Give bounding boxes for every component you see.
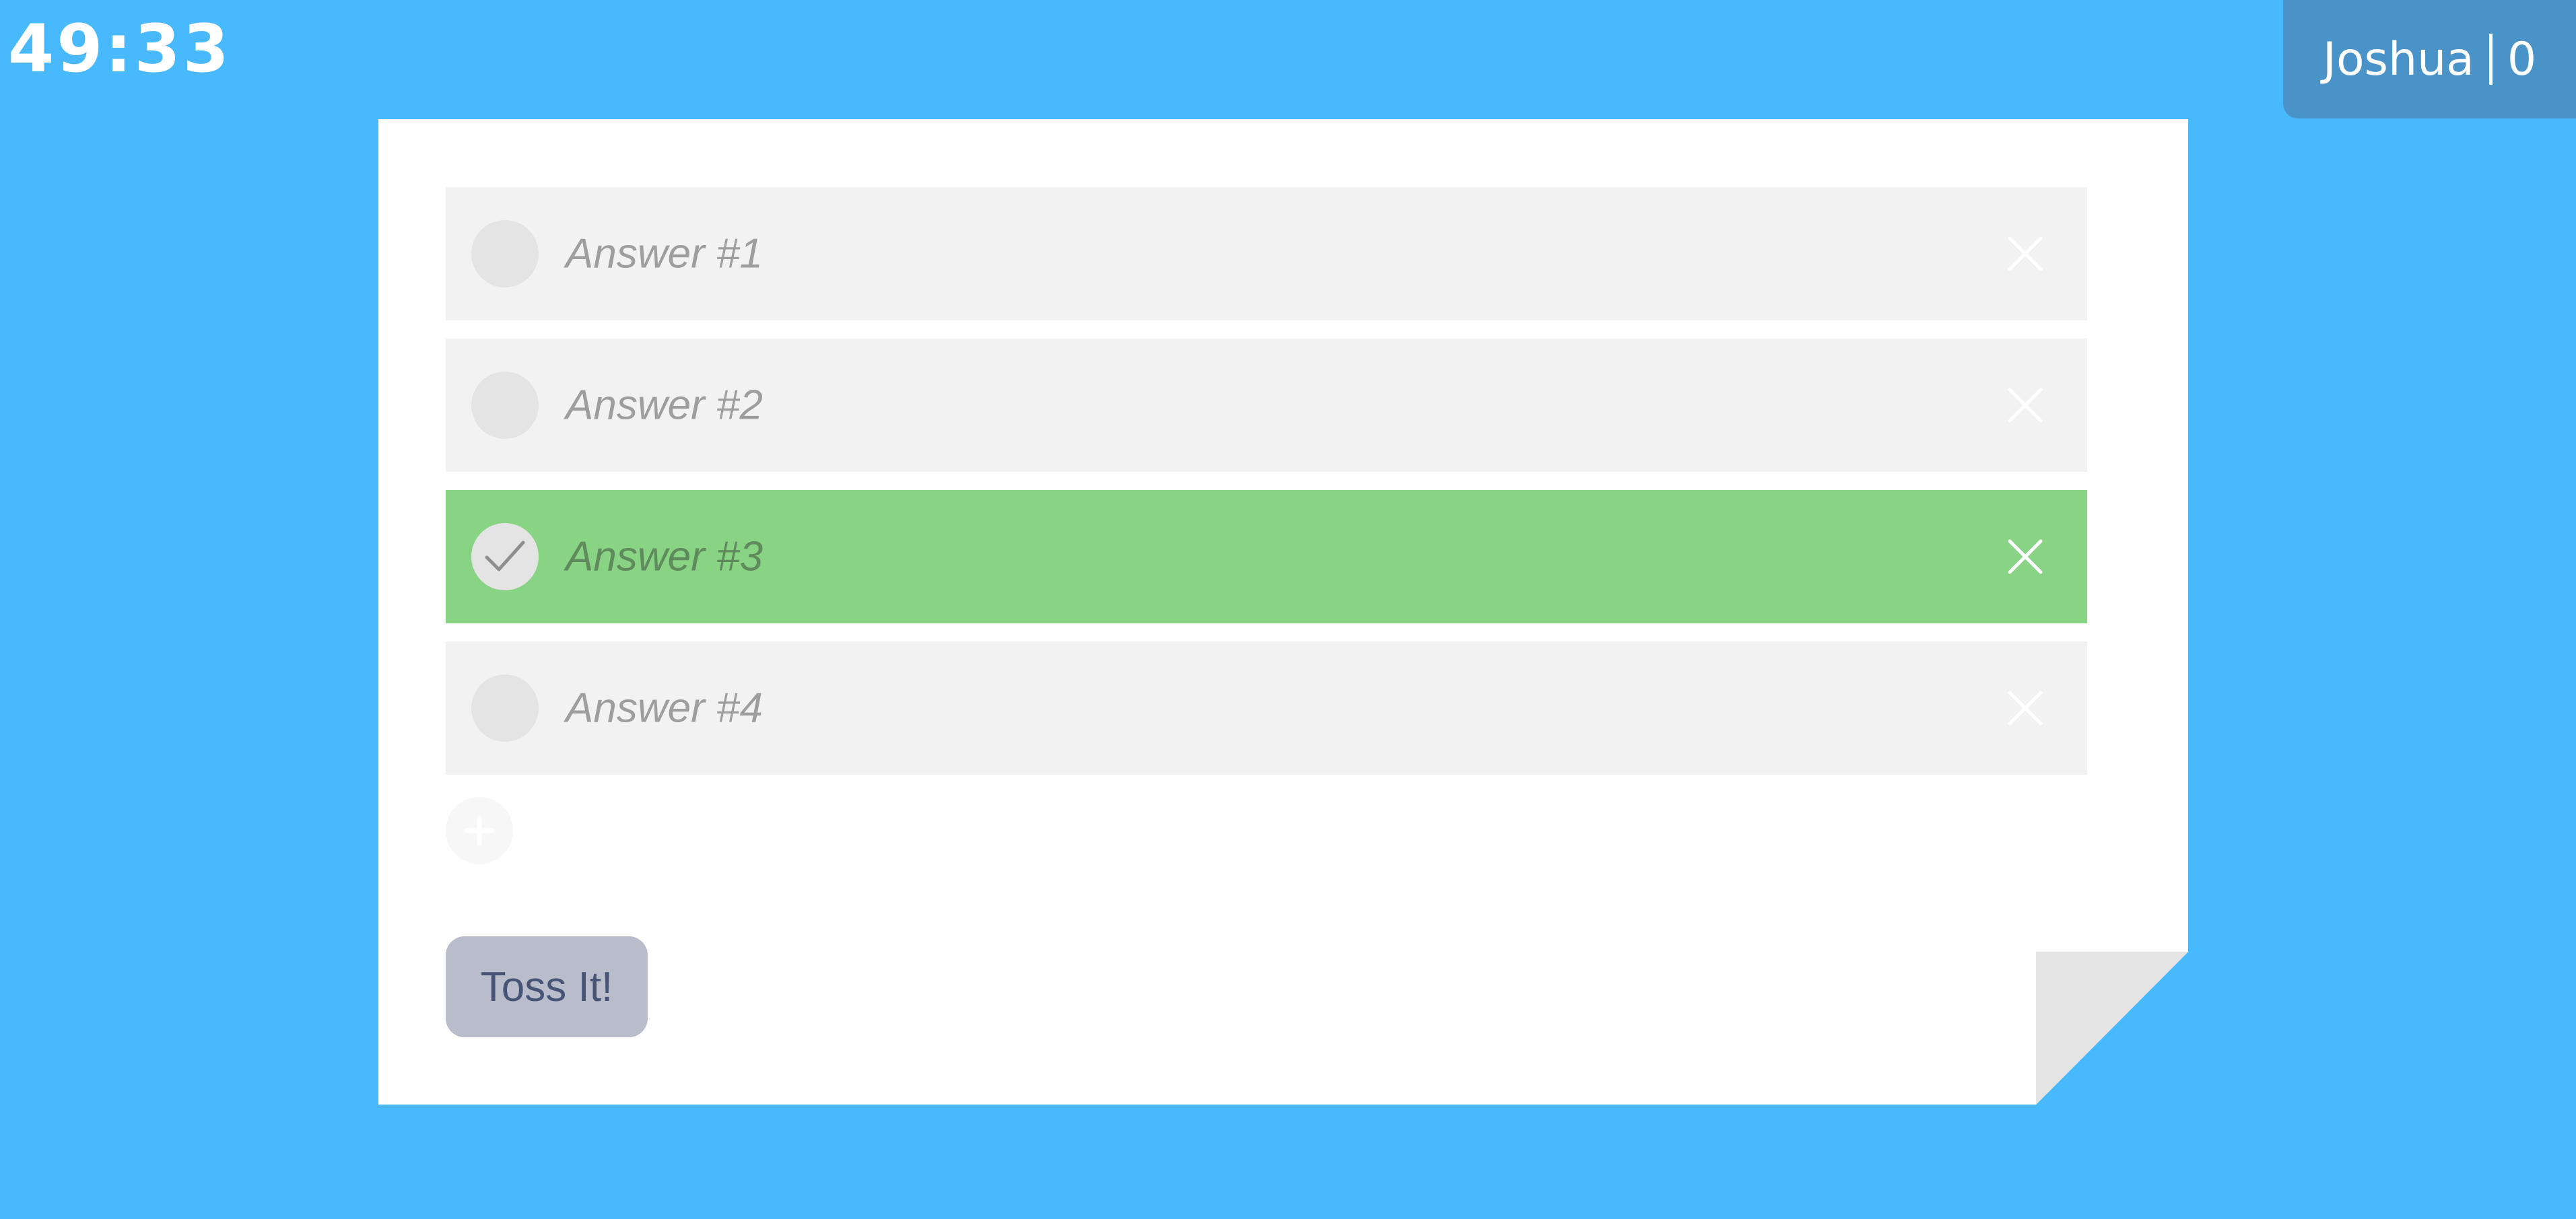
page-curl-corner (2036, 952, 2188, 1105)
correct-toggle[interactable] (471, 220, 539, 287)
answer-text[interactable]: Answer #3 (566, 533, 763, 580)
correct-toggle[interactable] (471, 372, 539, 439)
player-score: 0 (2507, 32, 2537, 86)
close-icon (2008, 539, 2043, 574)
close-icon (2008, 388, 2043, 423)
correct-toggle[interactable] (471, 674, 539, 742)
answer-row-4[interactable]: Answer #4 (446, 641, 2087, 775)
remove-answer-button[interactable] (2004, 384, 2047, 427)
plus-icon (464, 815, 495, 846)
answer-row-3[interactable]: Answer #3 (446, 490, 2087, 623)
player-name: Joshua (2322, 32, 2474, 86)
correct-toggle[interactable] (471, 523, 539, 590)
close-icon (2008, 691, 2043, 726)
remove-answer-button[interactable] (2004, 232, 2047, 275)
player-score-badge: Joshua 0 (2283, 0, 2576, 118)
answer-text[interactable]: Answer #1 (566, 230, 763, 277)
countdown-timer: 49:33 (8, 11, 232, 88)
remove-answer-button[interactable] (2004, 687, 2047, 730)
answer-text[interactable]: Answer #2 (566, 382, 763, 429)
answer-row-2[interactable]: Answer #2 (446, 339, 2087, 472)
toss-it-button[interactable]: Toss It! (446, 936, 648, 1037)
close-icon (2008, 236, 2043, 271)
check-icon (485, 541, 525, 571)
badge-divider (2488, 34, 2493, 85)
answer-text[interactable]: Answer #4 (566, 685, 763, 732)
remove-answer-button[interactable] (2004, 535, 2047, 578)
answer-row-1[interactable]: Answer #1 (446, 187, 2087, 320)
add-answer-button[interactable] (446, 797, 513, 864)
